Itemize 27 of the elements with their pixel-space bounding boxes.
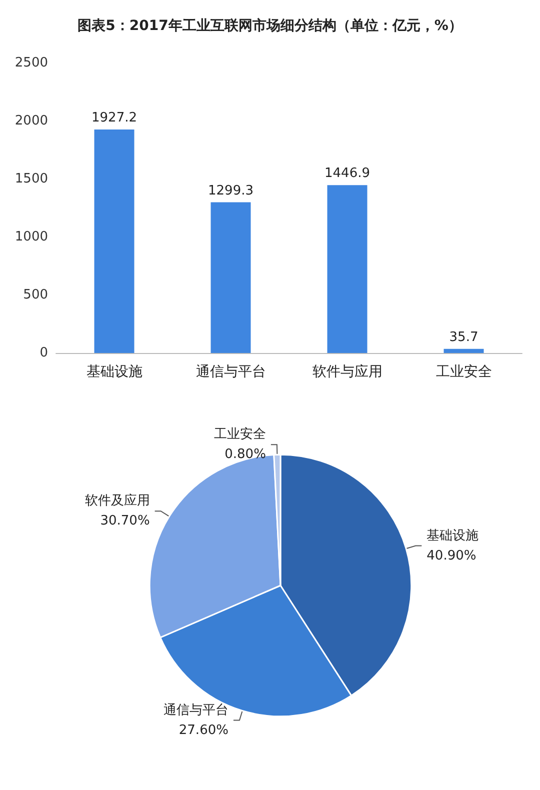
- data-label: 1446.9: [324, 166, 370, 182]
- data-label: 0.80%: [224, 447, 266, 462]
- slice-label: 软件及应用: [84, 492, 150, 509]
- data-label: 27.60%: [178, 722, 228, 738]
- data-label: 30.70%: [100, 514, 150, 529]
- y-tick-label: 1500: [14, 172, 48, 186]
- bar: [94, 129, 134, 353]
- bar: [327, 185, 368, 353]
- y-tick-label: 2000: [14, 114, 48, 128]
- bar: [444, 348, 484, 353]
- chart-title: 图表5：2017年工业互联网市场细分结构（单位：亿元，%）: [78, 17, 462, 34]
- x-tick-label: 工业安全: [436, 364, 492, 380]
- y-tick-label: 500: [23, 288, 48, 302]
- data-label: 1299.3: [208, 183, 254, 198]
- bar: [210, 202, 251, 353]
- y-tick-label: 1000: [14, 230, 48, 244]
- slice-label: 工业安全: [214, 426, 266, 442]
- slice-label: 通信与平台: [163, 702, 228, 718]
- x-tick-label: 通信与平台: [196, 364, 266, 380]
- data-label: 1927.2: [92, 110, 137, 126]
- data-label: 40.90%: [426, 548, 476, 564]
- data-label: 35.7: [449, 330, 478, 345]
- x-tick-label: 基础设施: [86, 364, 142, 380]
- x-tick-label: 软件与应用: [312, 364, 382, 380]
- y-tick-label: 2500: [14, 56, 48, 70]
- y-tick-label: 0: [40, 346, 48, 360]
- slice-label: 基础设施: [426, 528, 479, 544]
